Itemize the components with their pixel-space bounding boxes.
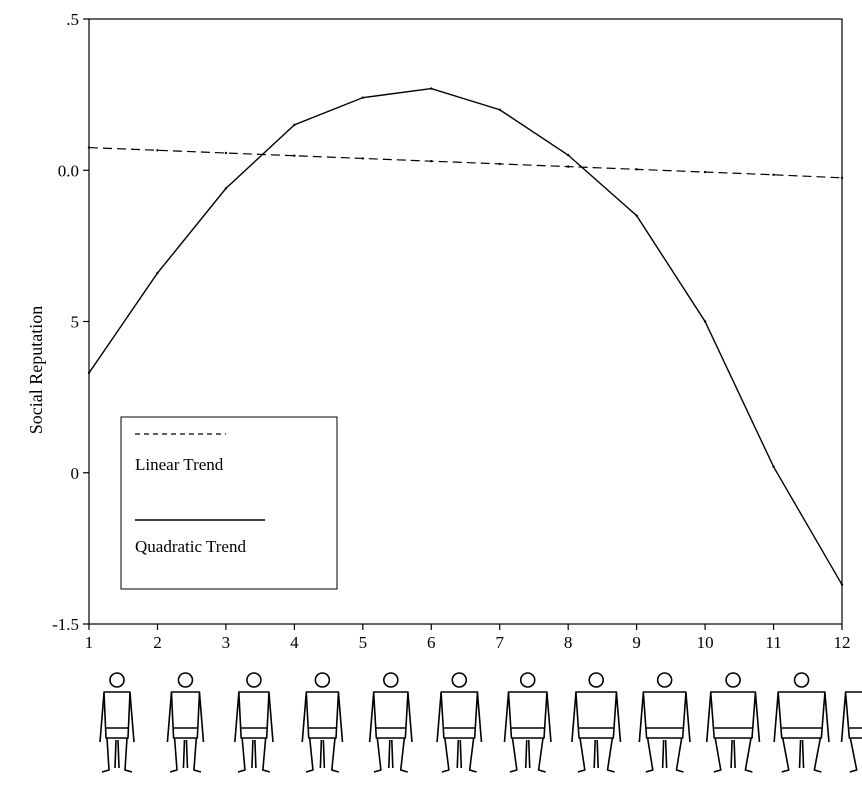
y-tick-label: 0.0	[58, 161, 79, 180]
x-tick-label: 6	[427, 633, 436, 652]
data-point	[224, 187, 228, 190]
data-point	[703, 320, 707, 323]
body-silhouette-icon	[638, 672, 691, 773]
y-tick-label: -1.5	[52, 615, 79, 634]
body-silhouette-icon	[234, 672, 274, 773]
data-point	[293, 123, 296, 127]
data-point	[87, 371, 91, 375]
data-point	[87, 146, 91, 149]
body-silhouette-icon	[166, 672, 205, 773]
legend-box	[120, 416, 338, 590]
data-point	[156, 271, 159, 275]
x-tick-label: 11	[765, 633, 781, 652]
x-tick-label: 10	[697, 633, 714, 652]
y-tick-label: 0	[71, 464, 80, 483]
body-silhouette-icon	[368, 672, 413, 773]
data-point	[293, 154, 296, 157]
data-point	[566, 165, 570, 168]
x-tick-label: 3	[222, 633, 231, 652]
data-point	[498, 162, 501, 166]
y-tick-label: 5	[71, 313, 80, 332]
legend-linear-label: Linear Trend	[135, 455, 224, 474]
data-point	[772, 173, 775, 176]
body-silhouette-icon	[705, 672, 761, 773]
y-tick-label: .5	[66, 10, 79, 29]
data-point	[361, 96, 365, 99]
data-point	[498, 108, 501, 111]
body-silhouette-icon	[503, 672, 552, 773]
legend: Linear Trend Quadratic Trend	[120, 416, 338, 590]
data-point	[430, 87, 433, 90]
x-tick-label: 1	[85, 633, 94, 652]
data-point	[840, 583, 844, 586]
data-point	[224, 151, 228, 155]
body-figure-row	[99, 672, 862, 773]
x-tick-label: 12	[834, 633, 851, 652]
legend-quadratic-label: Quadratic Trend	[135, 537, 246, 556]
x-tick-label: 2	[153, 633, 162, 652]
body-silhouette-icon	[436, 672, 483, 773]
body-silhouette-icon	[773, 672, 830, 773]
x-tick-label: 4	[290, 633, 299, 652]
body-silhouette-icon	[99, 672, 135, 773]
x-axis-ticks: 1 2 3 4 5 6 7 8 9 10 11 12	[85, 624, 851, 652]
x-tick-label: 7	[495, 633, 504, 652]
data-point	[156, 149, 159, 152]
y-axis-label: Social Reputation	[26, 306, 46, 434]
data-point	[566, 153, 570, 157]
x-tick-label: 9	[632, 633, 641, 652]
y-axis-ticks: .5 0.0 5 0 -1.5	[52, 10, 89, 634]
series-layer	[87, 87, 844, 586]
body-silhouette-icon	[840, 691, 862, 773]
data-point	[703, 170, 707, 174]
data-point	[635, 168, 638, 171]
data-point	[430, 159, 433, 163]
data-point	[772, 465, 775, 468]
data-point	[840, 176, 844, 180]
body-silhouette-icon	[571, 672, 622, 773]
data-point	[635, 214, 638, 217]
body-silhouette-icon	[301, 672, 344, 773]
x-tick-label: 5	[359, 633, 368, 652]
x-tick-label: 8	[564, 633, 573, 652]
data-point	[361, 157, 365, 160]
series-line-quadratic-trend	[88, 87, 843, 586]
series-line-linear-trend	[88, 146, 843, 179]
